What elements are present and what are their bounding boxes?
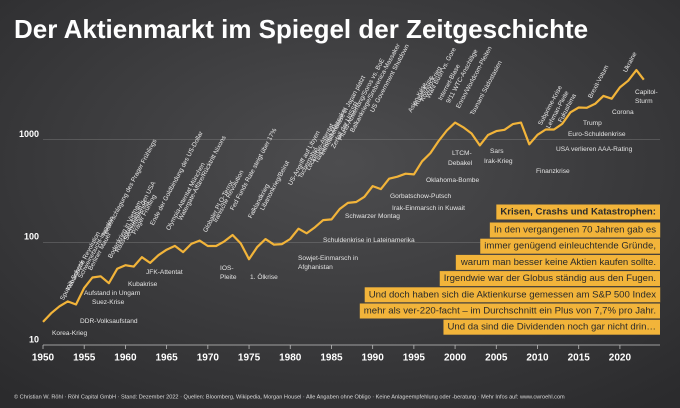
infobox-strip xyxy=(455,254,660,270)
annotation: Sars xyxy=(490,148,504,155)
infobox-line: Und da sind die Dividenden noch gar nich… xyxy=(447,322,656,333)
annotation: IOS- xyxy=(220,265,234,272)
annotation: Aufstand in Ungarn xyxy=(84,290,141,297)
x-tick-label: 1990 xyxy=(362,353,385,364)
price-line xyxy=(42,69,645,323)
annotation: Finanzkrise xyxy=(536,168,570,175)
y-tick-label: 10 xyxy=(29,334,39,344)
x-tick-label: 1970 xyxy=(197,353,220,364)
annotation: Suez-Krise xyxy=(92,299,125,306)
x-tick-label: 1965 xyxy=(155,353,178,364)
annotation: LTCM- xyxy=(452,150,472,157)
x-tick-label: 2000 xyxy=(444,353,467,364)
annotation: DDR-Volksaufstand xyxy=(80,318,138,325)
annotation: Corona xyxy=(612,109,634,116)
annotation: Schwarzer Montag xyxy=(345,213,400,220)
annotation: Irak-Einmarsch in Kuwait xyxy=(392,205,465,212)
annotation: USA verlieren AAA-Rating xyxy=(556,146,633,153)
infobox-strip xyxy=(443,319,660,335)
chart-title: Der Aktienmarkt im Spiegel der Zeitgesch… xyxy=(14,14,588,44)
x-tick-label: 1950 xyxy=(32,353,55,364)
footer: © Christian W. Röhl · Röhl Capital GmbH … xyxy=(14,393,565,400)
infobox-title: Krisen, Crashs und Katastrophen: xyxy=(500,207,656,218)
x-tick-label: 2020 xyxy=(609,353,632,364)
infobox-strip xyxy=(489,222,661,238)
annotation: Kubakrise xyxy=(128,281,158,288)
infobox-strip xyxy=(359,303,660,319)
infobox-strip xyxy=(439,271,660,287)
x-tick-label: 2015 xyxy=(568,353,591,364)
y-tick-label: 1000 xyxy=(19,129,39,139)
infobox-line: Irgendwie war der Globus ständig aus den… xyxy=(444,273,656,284)
infobox-line: Und doch haben sich die Aktienkurse geme… xyxy=(369,289,656,300)
infobox-strip xyxy=(364,287,661,303)
annotation: Capitol- xyxy=(635,89,658,96)
infobox-line: In den vergangenen 70 Jahren gab es xyxy=(494,225,656,236)
y-tick-label: 100 xyxy=(24,232,39,242)
x-tick-label: 1975 xyxy=(238,353,261,364)
x-tick-label: 1960 xyxy=(114,353,137,364)
annotation: Sturm xyxy=(635,98,653,105)
infobox-strip xyxy=(480,238,660,254)
annotation: Oklahoma-Bombe xyxy=(426,177,479,184)
x-tick-label: 1985 xyxy=(320,353,343,364)
annotation: Euro-Schuldenkrise xyxy=(568,131,626,138)
infobox-line: immer genügend einleuchtende Gründe, xyxy=(484,241,656,252)
annotation: Irak-Krieg xyxy=(484,158,513,165)
annotation: Pleite xyxy=(220,274,237,281)
annotation: Korea-Krieg xyxy=(52,330,88,337)
annotation: Debakel xyxy=(448,160,473,167)
infobox-strip xyxy=(496,204,660,220)
x-tick-label: 1980 xyxy=(279,353,302,364)
x-tick-label: 1995 xyxy=(403,353,426,364)
annotation: JFK-Attentat xyxy=(146,269,183,276)
annotation: Afghanistan xyxy=(298,264,333,271)
x-tick-label: 2005 xyxy=(485,353,508,364)
x-tick-label: 1955 xyxy=(73,353,96,364)
annotation: 1. Ölkrise xyxy=(250,273,278,281)
annotation: Schuldenkrise in Lateinamerika xyxy=(323,237,415,244)
annotation: Gorbatschow-Putsch xyxy=(390,193,452,200)
x-tick-label: 2010 xyxy=(526,353,549,364)
annotation: Sowjet-Einmarsch in xyxy=(298,255,358,262)
infobox-line: mehr als ver-220-facht – im Durchschnitt… xyxy=(364,306,656,317)
infobox-line: warum man besser keine Aktien kaufen sol… xyxy=(460,257,656,268)
annotation: Trump xyxy=(583,120,602,127)
